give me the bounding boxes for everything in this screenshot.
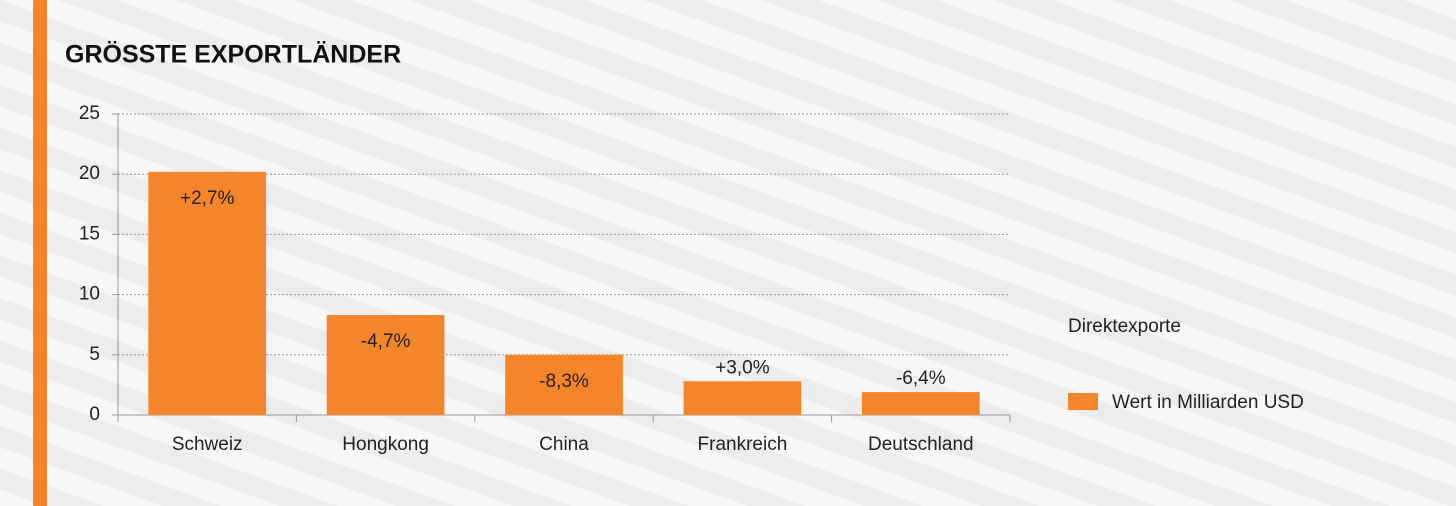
change-label: -4,7%: [361, 331, 411, 352]
change-label: +3,0%: [715, 357, 770, 378]
bar: [505, 354, 623, 415]
change-label: -8,3%: [539, 371, 589, 392]
x-tick-label: China: [539, 434, 589, 455]
legend-label: Wert in Milliarden USD: [1112, 392, 1304, 413]
y-tick-label: 0: [89, 404, 100, 425]
bar: [683, 381, 802, 415]
legend-title: Direktexporte: [1068, 316, 1181, 337]
bar: [326, 315, 445, 415]
y-tick-label: 5: [89, 344, 100, 365]
legend-swatch: [1068, 393, 1098, 410]
bar: [861, 392, 980, 415]
y-tick-label: 20: [79, 163, 100, 184]
change-label: -6,4%: [896, 368, 946, 389]
x-tick-label: Frankreich: [698, 434, 788, 455]
bar: [148, 171, 267, 415]
chart-title: GRÖSSTE EXPORTLÄNDER: [65, 40, 401, 69]
x-tick-label: Deutschland: [868, 434, 974, 455]
x-tick-label: Schweiz: [172, 434, 243, 455]
accent-bar: [33, 0, 47, 506]
change-label: +2,7%: [180, 188, 235, 209]
x-tick-label: Hongkong: [342, 434, 429, 455]
y-tick-label: 25: [79, 103, 100, 124]
y-tick-label: 10: [79, 284, 100, 305]
y-tick-label: 15: [79, 223, 100, 244]
